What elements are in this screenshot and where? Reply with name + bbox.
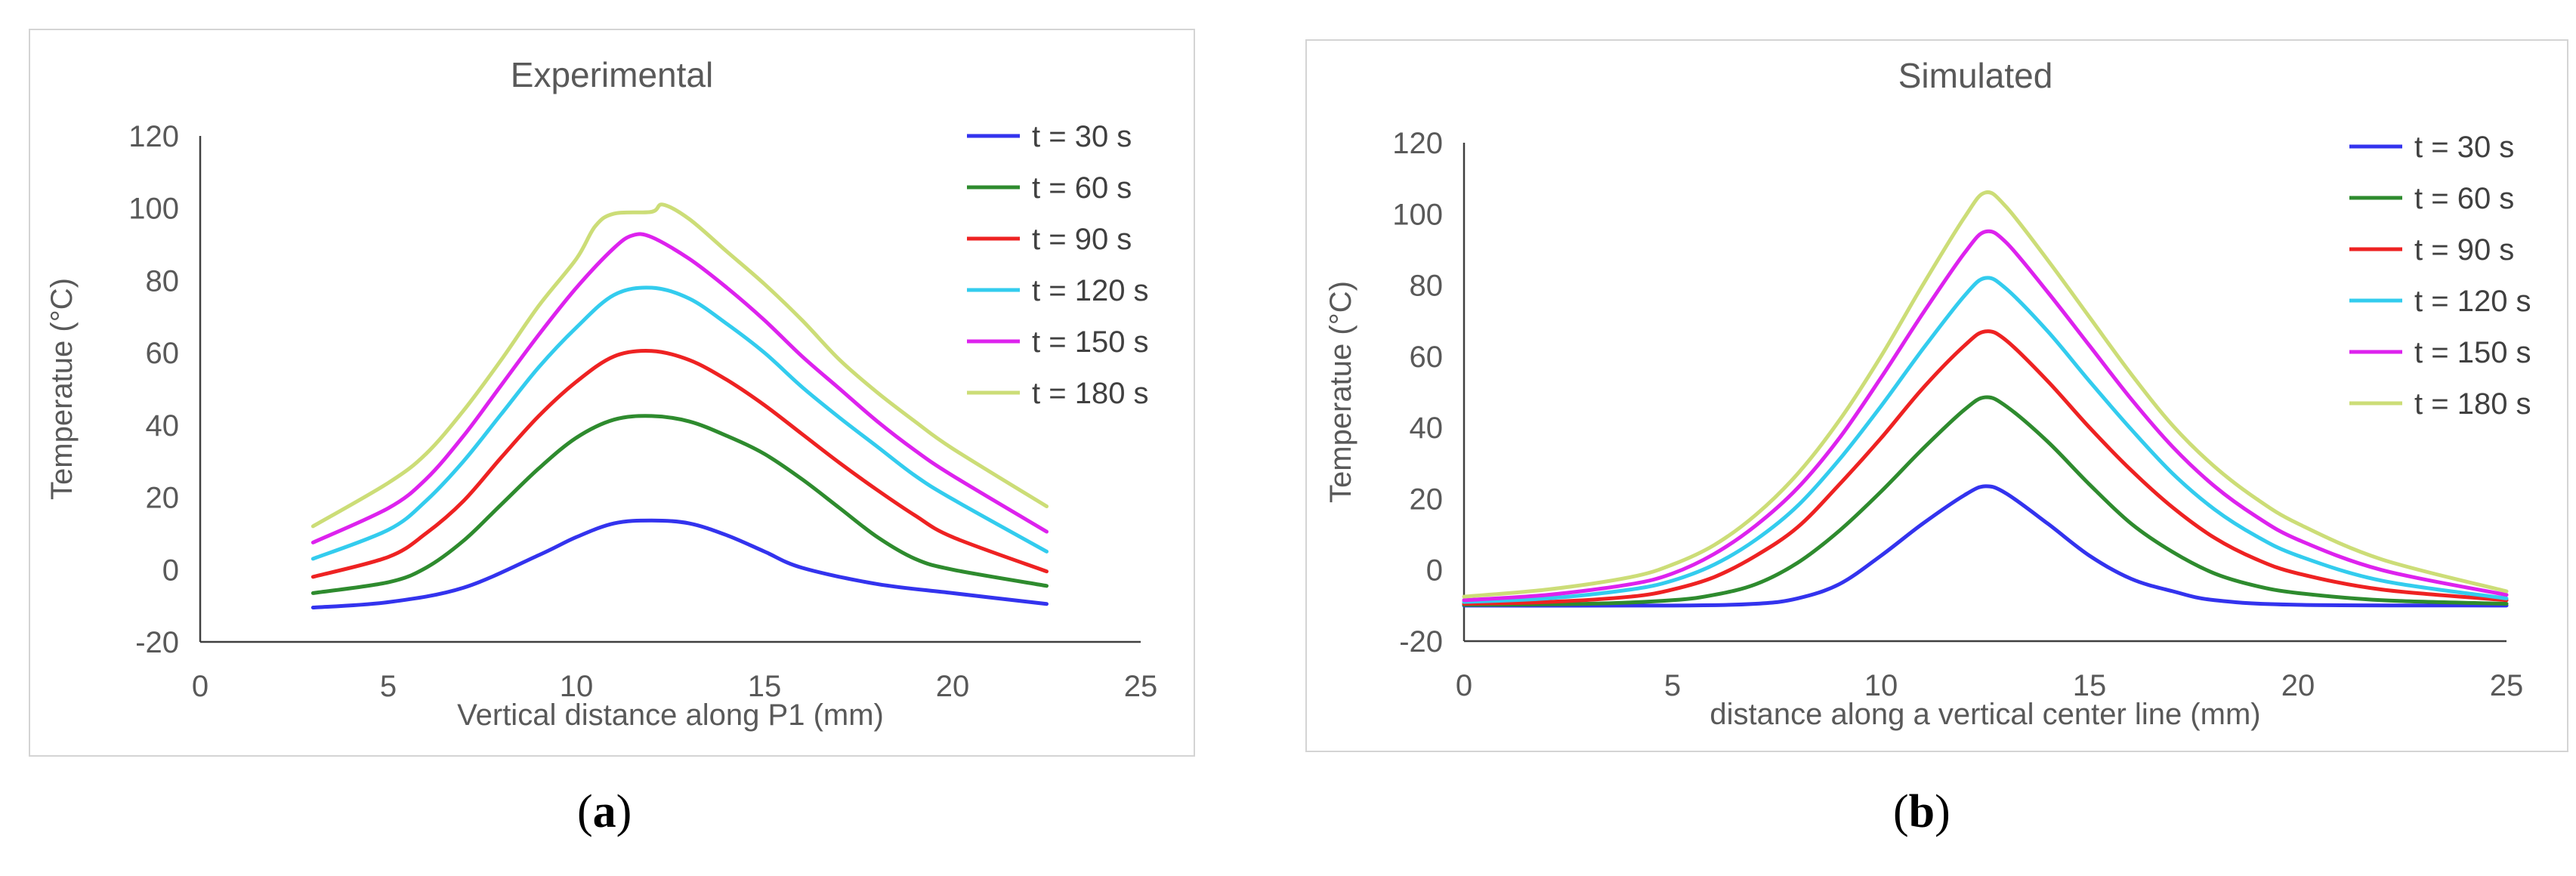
legend-label-t-180-s: t = 180 s [1032, 377, 1149, 410]
legend-label-t-90-s: t = 90 s [2414, 233, 2514, 267]
series-line-t-30-s [310, 518, 1049, 610]
series-line-t-90-s [310, 349, 1049, 579]
legend-label-t-120-s: t = 120 s [1032, 274, 1149, 307]
legend-label-t-60-s: t = 60 s [1032, 171, 1132, 205]
series-line-t-90-s [1462, 329, 2509, 606]
legend-label-t-30-s: t = 30 s [2414, 131, 2514, 164]
chart-simulated: Simulated -20 0 20 40 60 80 100 120 0 5 10 15 20 25 Tem… [1324, 56, 2531, 731]
y-tick-label: 20 [146, 482, 180, 515]
series-line-t-180-s [1462, 190, 2509, 599]
y-axis-title: Temperatue (°C) [1324, 281, 1357, 503]
y-tick-label: 120 [128, 120, 179, 153]
y-tick-label: 60 [146, 337, 180, 370]
x-tick-label: 25 [1124, 670, 1158, 703]
x-axis-title: distance along a vertical center line (m… [1710, 698, 2260, 731]
y-tick-label: 100 [1392, 198, 1443, 231]
x-tick-label: 15 [748, 670, 782, 703]
y-tick-label: 40 [146, 409, 180, 443]
series-line-t-150-s [310, 232, 1049, 544]
x-tick-label: 10 [560, 670, 594, 703]
y-tick-label: 80 [146, 264, 180, 298]
x-tick-label: 0 [1456, 669, 1472, 702]
series-line-t-120-s [310, 285, 1049, 561]
chart-title: Simulated [1898, 56, 2053, 95]
y-tick-label: 40 [1410, 412, 1444, 445]
caption-b-open: ( [1893, 786, 1909, 837]
x-tick-label: 20 [2281, 669, 2315, 702]
y-tick-label: 60 [1410, 341, 1444, 374]
y-tick-label: 100 [128, 193, 179, 226]
series-line-t-60-s [1462, 395, 2509, 607]
y-tick-label: -20 [1399, 625, 1443, 659]
y-tick-label: 20 [1410, 483, 1444, 516]
caption-b-letter: b [1908, 786, 1935, 837]
x-tick-label: 20 [936, 670, 970, 703]
series-line-t-120-s [1462, 276, 2509, 604]
y-tick-label: 120 [1392, 127, 1443, 160]
caption-a: (a) [577, 785, 632, 839]
legend-label-t-30-s: t = 30 s [1032, 120, 1132, 153]
x-axis-title: Vertical distance along P1 (mm) [457, 699, 884, 732]
chart-experimental: Experimental -20 0 20 40 60 80 100 120 0 5 10 15 20 25… [45, 55, 1158, 732]
x-tick-label: 25 [2490, 669, 2524, 702]
series-line-t-180-s [310, 202, 1049, 529]
caption-a-letter: a [592, 786, 616, 837]
legend-label-t-120-s: t = 120 s [2414, 285, 2531, 318]
legend-label-t-150-s: t = 150 s [1032, 325, 1149, 359]
x-tick-label: 5 [380, 670, 397, 703]
legend-label-t-90-s: t = 90 s [1032, 223, 1132, 256]
series-line-t-30-s [1462, 484, 2509, 608]
legend-label-t-150-s: t = 150 s [2414, 336, 2531, 369]
chart-title: Experimental [511, 55, 713, 94]
chart-panel-experimental: Experimental -20 0 20 40 60 80 100 120 0 5 10 15 20 25… [29, 29, 1195, 757]
series-line-t-150-s [1462, 229, 2509, 603]
legend-label-t-180-s: t = 180 s [2414, 387, 2531, 421]
chart-panel-simulated: Simulated -20 0 20 40 60 80 100 120 0 5 10 15 20 25 Tem… [1305, 39, 2568, 752]
legend-label-t-60-s: t = 60 s [2414, 182, 2514, 215]
x-tick-label: 0 [192, 670, 208, 703]
x-tick-label: 10 [1864, 669, 1898, 702]
x-tick-label: 15 [2073, 669, 2107, 702]
y-tick-label: 80 [1410, 270, 1444, 303]
caption-a-close: ) [616, 786, 632, 837]
y-axis-title: Temperatue (°C) [45, 278, 79, 500]
caption-b-close: ) [1935, 786, 1951, 837]
y-tick-label: -20 [135, 626, 179, 659]
series-line-t-60-s [310, 414, 1049, 595]
y-tick-label: 0 [1426, 554, 1443, 588]
caption-b: (b) [1893, 785, 1951, 839]
caption-a-open: ( [577, 786, 593, 837]
y-tick-label: 0 [162, 554, 179, 587]
x-tick-label: 5 [1664, 669, 1681, 702]
